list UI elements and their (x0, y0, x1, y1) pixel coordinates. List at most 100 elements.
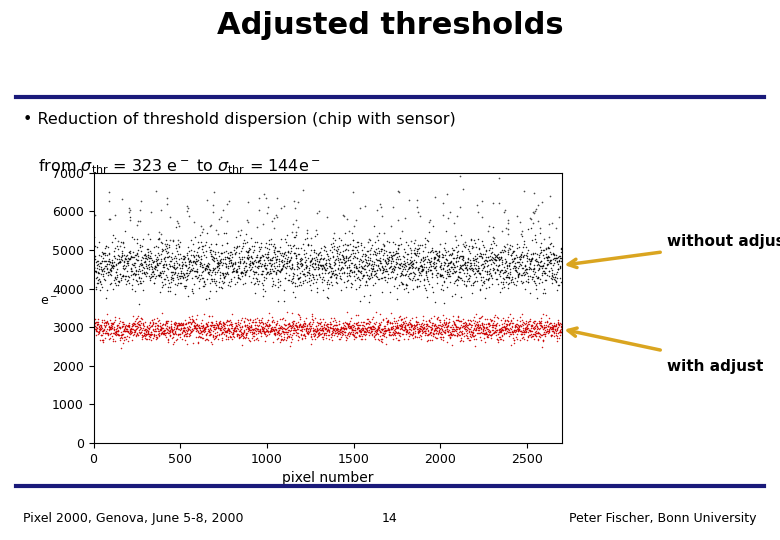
Point (405, 258, 417, 266)
Point (366, 322, 378, 330)
Point (331, 325, 343, 334)
Point (212, 322, 225, 331)
Point (185, 250, 197, 259)
Point (513, 218, 526, 226)
Point (286, 308, 299, 317)
Point (195, 328, 207, 336)
Point (511, 253, 523, 261)
Point (218, 255, 231, 264)
Point (304, 286, 317, 294)
Point (546, 325, 558, 333)
Point (426, 272, 438, 281)
Point (303, 320, 315, 329)
Point (292, 262, 304, 271)
Point (365, 327, 378, 335)
Point (299, 276, 311, 285)
Point (163, 282, 176, 291)
Point (134, 323, 147, 332)
Point (95, 280, 108, 288)
Point (142, 230, 154, 239)
Point (226, 329, 239, 338)
Point (190, 267, 203, 276)
Point (225, 335, 238, 343)
Point (445, 263, 458, 272)
Point (498, 275, 510, 284)
Point (430, 326, 442, 334)
Point (537, 267, 549, 275)
Point (541, 328, 554, 337)
Point (217, 270, 229, 279)
Point (163, 327, 176, 336)
Point (188, 322, 200, 330)
Point (527, 189, 540, 198)
Point (120, 321, 133, 329)
Point (196, 315, 208, 324)
Point (402, 250, 414, 259)
Point (124, 328, 136, 337)
Point (434, 263, 446, 272)
Point (502, 284, 514, 293)
Point (193, 324, 205, 333)
Point (108, 251, 121, 260)
Point (496, 256, 509, 265)
Point (311, 329, 324, 338)
Point (268, 214, 281, 222)
Point (110, 328, 122, 336)
Point (543, 244, 555, 252)
Point (498, 268, 510, 276)
Point (151, 271, 164, 279)
Point (439, 251, 452, 260)
Point (387, 251, 399, 260)
Point (243, 325, 255, 334)
Point (367, 271, 380, 279)
Point (382, 317, 395, 326)
Point (548, 250, 560, 259)
Point (388, 326, 400, 334)
Point (552, 318, 565, 326)
Point (121, 327, 133, 335)
Point (94, 252, 107, 260)
Point (431, 249, 444, 258)
Point (289, 330, 302, 339)
Point (402, 270, 415, 279)
Point (385, 268, 397, 276)
Point (88, 232, 101, 241)
Point (457, 254, 470, 262)
Point (496, 274, 509, 282)
Point (107, 319, 119, 328)
Point (260, 332, 272, 341)
Point (115, 251, 128, 260)
Point (458, 276, 470, 285)
Point (248, 323, 261, 332)
Point (170, 247, 183, 256)
Point (354, 329, 367, 338)
Point (533, 316, 545, 325)
Point (193, 329, 206, 338)
Point (274, 338, 286, 347)
Point (224, 282, 236, 291)
Point (484, 268, 496, 277)
Point (281, 256, 293, 265)
Point (540, 245, 552, 254)
Point (150, 330, 162, 339)
Point (502, 326, 515, 335)
Point (316, 333, 328, 342)
Point (177, 319, 190, 327)
Point (441, 261, 453, 270)
Point (413, 330, 426, 339)
Point (426, 244, 438, 253)
Point (283, 256, 296, 265)
Point (197, 320, 210, 329)
Point (137, 269, 150, 278)
Point (284, 322, 296, 331)
Point (293, 320, 306, 329)
Point (144, 253, 157, 262)
Point (172, 250, 185, 259)
Point (267, 241, 279, 250)
Point (499, 326, 512, 334)
Point (452, 272, 465, 281)
Point (105, 261, 117, 269)
Point (356, 272, 369, 281)
Point (317, 333, 329, 341)
Point (251, 223, 264, 232)
